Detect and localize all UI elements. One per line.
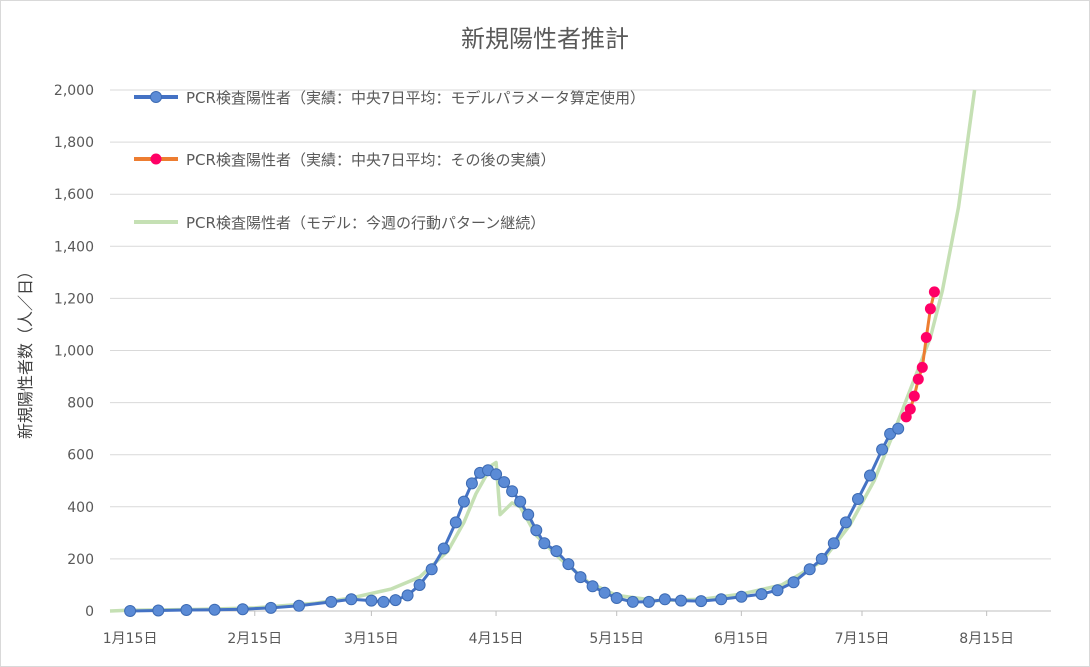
data-point (787, 576, 800, 589)
data-point (864, 469, 876, 482)
data-point (498, 476, 511, 489)
data-point (876, 443, 889, 456)
data-point (465, 477, 478, 490)
legend-label-actual-model: PCR検査陽性者（実績：中央7日平均：モデルパラメータ算定使用） (186, 89, 645, 107)
data-point (264, 601, 277, 614)
gridlines (110, 89, 1051, 612)
data-point (345, 593, 358, 606)
y-tick-labels: 0 200 400 600 800 1,000 1,200 1,400 1,600 1,800 2,… (54, 83, 94, 620)
y-tick-label: 1,600 (54, 187, 94, 203)
data-point (293, 599, 305, 612)
data-point (208, 603, 221, 616)
data-point (401, 589, 414, 602)
data-point (912, 373, 924, 385)
data-point (904, 403, 916, 415)
y-axis-label: 新規陽性者数（人／日） (16, 263, 35, 439)
data-point (852, 493, 864, 505)
legend-entry-model: PCR検査陽性者（モデル：今週の行動パターン継続） (134, 214, 545, 232)
data-point (928, 286, 940, 298)
data-point (908, 390, 920, 402)
series-0 (124, 422, 905, 617)
data-point (827, 537, 840, 550)
x-tick-label: 7月15日 (835, 631, 890, 647)
data-point (598, 586, 611, 599)
y-tick-label: 1,400 (54, 239, 94, 255)
series-1 (900, 286, 940, 423)
data-point (377, 595, 390, 608)
data-point (675, 594, 687, 607)
data-point (715, 593, 728, 606)
data-point (735, 590, 748, 603)
data-point (449, 516, 462, 529)
x-tick-labels: 1月15日 2月15日 3月15日 4月15日 5月15日 6月15日 7月15日 8月15日 (103, 611, 1014, 647)
x-tick-label: 2月15日 (227, 631, 282, 647)
data-point (506, 485, 519, 498)
data-point (522, 508, 535, 521)
data-point (514, 495, 527, 508)
data-point (892, 422, 905, 435)
data-point (538, 537, 551, 550)
x-tick-label: 4月15日 (469, 631, 524, 647)
y-tick-label: 0 (85, 604, 94, 620)
data-point (586, 580, 599, 593)
data-point (803, 563, 816, 576)
data-point (920, 332, 932, 343)
legend-entry-actual-model: PCR検査陽性者（実績：中央7日平均：モデルパラメータ算定使用） (134, 89, 645, 107)
data-point (365, 594, 378, 607)
data-point (755, 588, 768, 601)
data-point (457, 495, 470, 508)
x-tick-label: 3月15日 (344, 631, 399, 647)
legend-marker-actual-model (150, 91, 162, 103)
x-tick-label: 5月15日 (589, 631, 644, 647)
y-tick-label: 1,200 (54, 291, 94, 307)
data-point (180, 604, 193, 616)
y-tick-label: 600 (67, 448, 94, 464)
data-point (695, 595, 708, 608)
data-point (325, 595, 338, 608)
x-tick-label: 6月15日 (714, 631, 769, 647)
data-point (490, 468, 503, 481)
data-point (124, 605, 137, 617)
legend-marker-actual-after (150, 153, 162, 165)
data-point (530, 524, 543, 537)
data-point (658, 593, 671, 606)
data-point (626, 595, 639, 608)
data-point (413, 579, 426, 591)
legend-entry-actual-after: PCR検査陽性者（実績：中央7日平均：その後の実績） (134, 151, 556, 169)
data-point (642, 595, 655, 608)
legend-label-model: PCR検査陽性者（モデル：今週の行動パターン継続） (186, 214, 545, 232)
y-tick-label: 200 (67, 552, 94, 568)
y-tick-label: 400 (67, 500, 94, 516)
x-tick-label: 8月15日 (959, 631, 1014, 647)
legend-label-actual-after: PCR検査陽性者（実績：中央7日平均：その後の実績） (186, 151, 556, 169)
data-point (916, 361, 928, 373)
data-point (425, 563, 438, 576)
data-point (152, 604, 165, 617)
data-point (550, 545, 563, 558)
data-point (815, 552, 828, 565)
data-point (771, 584, 784, 597)
data-point (839, 516, 852, 529)
data-point (389, 594, 402, 607)
y-tick-label: 2,000 (54, 83, 94, 99)
y-tick-label: 1,800 (54, 135, 94, 151)
series-layer (109, 89, 977, 617)
data-point (437, 542, 450, 555)
chart-title: 新規陽性者推計 (461, 25, 629, 53)
x-tick-label: 1月15日 (103, 631, 158, 647)
data-point (574, 571, 587, 584)
data-point (924, 303, 936, 315)
data-point (562, 558, 575, 571)
data-point (236, 603, 249, 616)
data-point (610, 592, 623, 604)
y-tick-label: 1,000 (54, 344, 94, 360)
legend: PCR検査陽性者（実績：中央7日平均：モデルパラメータ算定使用） PCR検査陽性… (134, 89, 645, 232)
y-tick-label: 800 (67, 396, 94, 412)
